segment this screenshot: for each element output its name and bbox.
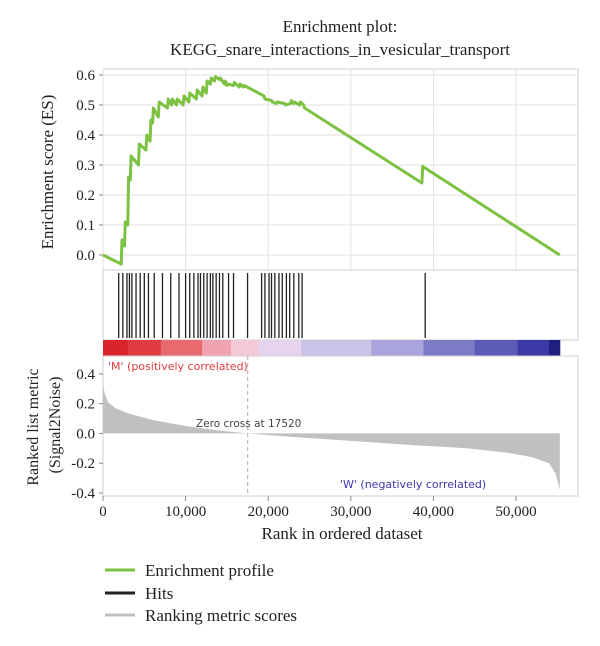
hits-panel-frame bbox=[102, 269, 579, 341]
enrichment-y-tick-label: 0.4 bbox=[76, 128, 95, 144]
negative-correlation-label: 'W' (negatively correlated) bbox=[340, 478, 486, 491]
color-bar-segment bbox=[549, 340, 560, 356]
legend-label-hits: Hits bbox=[145, 584, 173, 603]
chart-title: Enrichment plot: bbox=[283, 17, 398, 36]
x-tick-label: 10,000 bbox=[165, 504, 206, 520]
zero-cross-label: Zero cross at 17520 bbox=[196, 418, 301, 430]
enrichment-y-ticks: 0.0 0.1 0.2 0.3 0.4 0.5 0.6 bbox=[76, 68, 103, 264]
enrichment-gridlines bbox=[102, 69, 578, 270]
ranked-y-label-line-1: Ranked list metric bbox=[25, 368, 42, 485]
ranking-metric-area bbox=[103, 384, 560, 490]
ranked-y-tick-label: 0.4 bbox=[76, 367, 95, 383]
ranking-color-bar bbox=[103, 340, 561, 356]
color-bar-segment bbox=[423, 340, 476, 356]
x-tick-label: 50,000 bbox=[495, 504, 536, 520]
ranked-y-tick-label: -0.2 bbox=[71, 456, 95, 472]
ranked-y-ticks: 0.4 0.2 0.0 -0.2 -0.4 bbox=[71, 367, 103, 502]
color-bar-segment bbox=[371, 340, 425, 356]
x-axis-label: Rank in ordered dataset bbox=[262, 524, 423, 543]
chart-subtitle: KEGG_snare_interactions_in_vesicular_tra… bbox=[170, 40, 510, 59]
ranked-y-tick-label: 0.0 bbox=[76, 426, 95, 442]
x-tick-label: 0 bbox=[99, 504, 107, 520]
x-tick-label: 30,000 bbox=[330, 504, 371, 520]
color-bar-segment bbox=[231, 340, 259, 356]
color-bar-segment bbox=[258, 340, 302, 356]
ranked-y-tick-label: 0.2 bbox=[76, 397, 95, 413]
color-bar-segment bbox=[103, 340, 129, 356]
enrichment-y-label: Enrichment score (ES) bbox=[38, 95, 57, 250]
enrichment-y-tick-label: 0.5 bbox=[76, 98, 95, 114]
color-bar-segment bbox=[160, 340, 203, 356]
hits-markers bbox=[118, 273, 426, 338]
color-bar-segment bbox=[517, 340, 550, 356]
enrichment-y-tick-label: 0.6 bbox=[76, 68, 95, 84]
enrichment-y-tick-label: 0.2 bbox=[76, 188, 95, 204]
color-bar-segment bbox=[127, 340, 162, 356]
ranked-y-label-line-2: (Signal2Noise) bbox=[47, 377, 64, 474]
ranked-y-label: Ranked list metric (Signal2Noise) bbox=[25, 364, 64, 485]
color-bar-segment bbox=[301, 340, 372, 356]
enrichment-y-tick-label: 0.0 bbox=[76, 248, 95, 264]
enrichment-profile-line bbox=[102, 75, 561, 266]
legend-label-ranking: Ranking metric scores bbox=[145, 606, 297, 625]
color-bar-segment bbox=[474, 340, 519, 356]
enrichment-y-tick-label: 0.3 bbox=[76, 158, 95, 174]
positive-correlation-label: 'M' (positively correlated) bbox=[108, 360, 248, 373]
enrichment-y-tick-label: 0.1 bbox=[76, 218, 95, 234]
legend-label-enrichment: Enrichment profile bbox=[145, 561, 274, 580]
x-tick-label: 20,000 bbox=[248, 504, 289, 520]
x-axis-ticks: 0 10,000 20,000 30,000 40,000 50,000 bbox=[99, 496, 537, 520]
x-tick-label: 40,000 bbox=[413, 504, 454, 520]
ranked-y-tick-label: -0.4 bbox=[71, 486, 95, 502]
legend: Enrichment profile Hits Ranking metric s… bbox=[105, 561, 297, 625]
color-bar-segment bbox=[202, 340, 232, 356]
